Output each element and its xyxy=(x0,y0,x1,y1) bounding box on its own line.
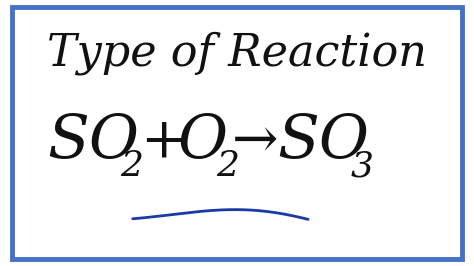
Text: Type of Reaction: Type of Reaction xyxy=(47,31,427,75)
Text: 2: 2 xyxy=(216,149,239,183)
FancyBboxPatch shape xyxy=(12,7,462,259)
Text: 3: 3 xyxy=(351,149,374,183)
Text: →: → xyxy=(232,114,279,168)
Text: SO: SO xyxy=(277,111,369,171)
Text: 2: 2 xyxy=(120,149,143,183)
Text: SO: SO xyxy=(47,111,139,171)
Text: +: + xyxy=(140,114,186,168)
Text: O: O xyxy=(178,111,228,171)
